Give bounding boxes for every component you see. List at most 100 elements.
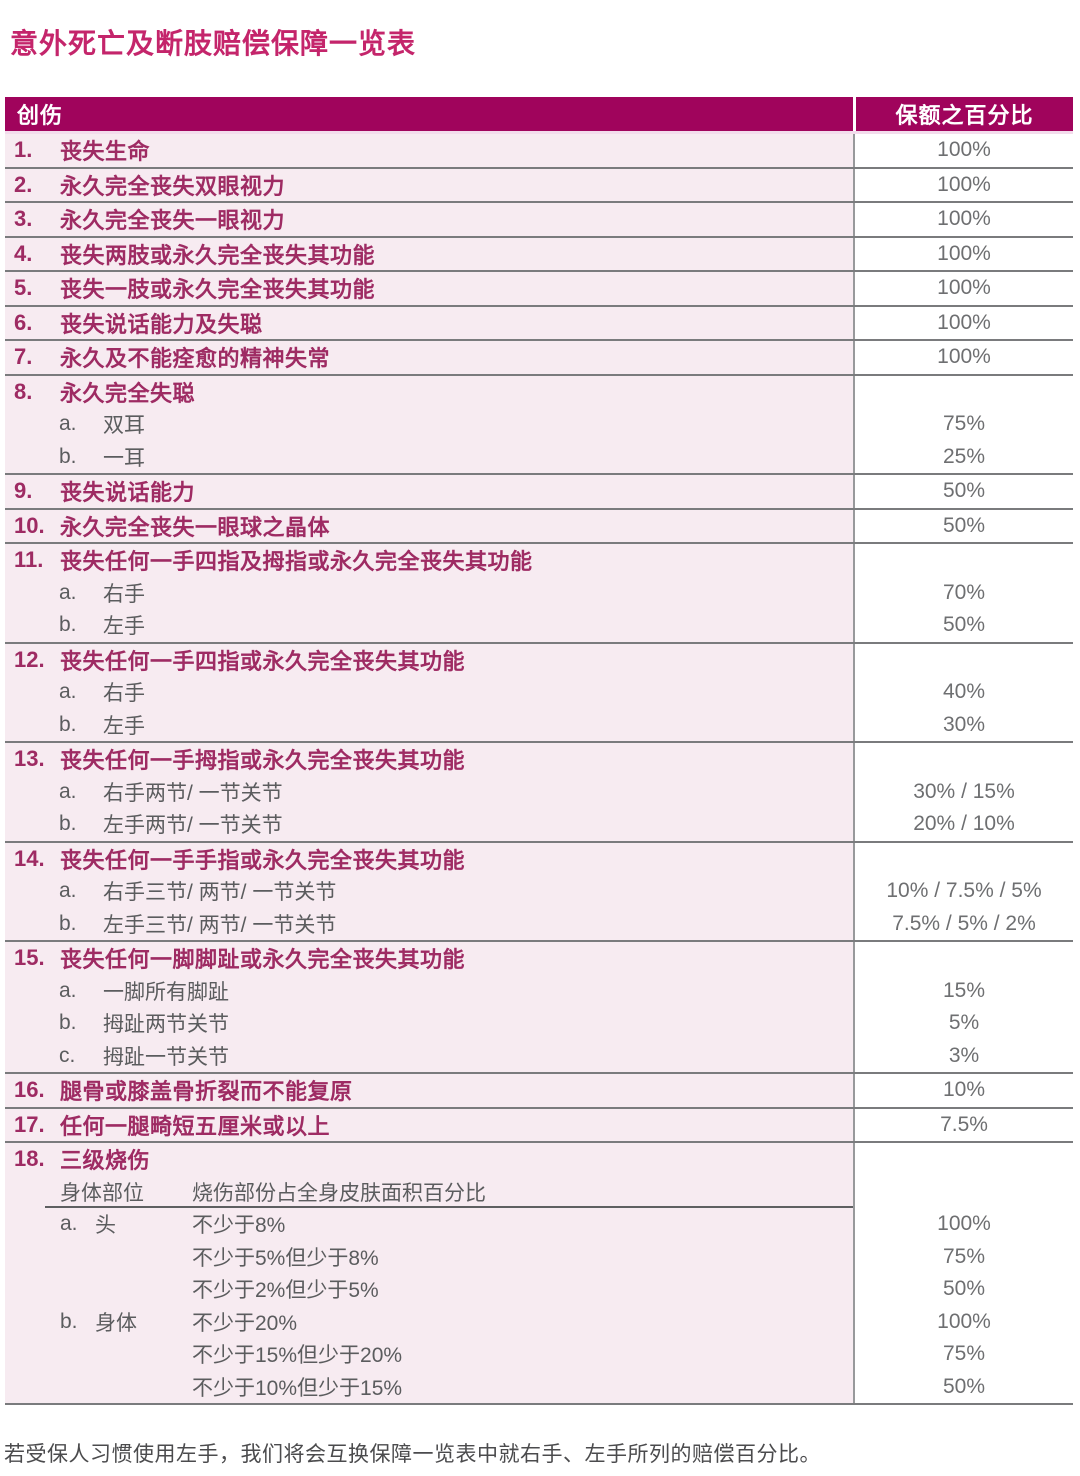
- row-number: 16.: [14, 1077, 45, 1103]
- sub-item-value: 20% / 10%: [853, 808, 1073, 841]
- sub-item-letter: a.: [59, 680, 77, 704]
- row-value: 100%: [853, 134, 1073, 167]
- row-title-line: 1. 丧失生命 100%: [5, 134, 1073, 167]
- burn-subheader-bodypart-label: 身体部位: [60, 1181, 144, 1205]
- sub-item-letter: b.: [59, 812, 77, 836]
- burn-item-line: 不少于2%但少于5% 50%: [5, 1273, 1073, 1306]
- table-row: 11. 丧失任何一手四指及拇指或永久完全丧失其功能 a. 右手 70% b. 左手 50%: [5, 544, 1073, 644]
- sub-item-value: 3%: [853, 1039, 1073, 1072]
- sub-item-cell: a. 右手: [5, 576, 853, 609]
- table-row: 4. 丧失两肢或永久完全丧失其功能 100%: [5, 237, 1073, 272]
- row-title-cell: 5. 丧失一肢或永久完全丧失其功能: [5, 272, 853, 305]
- row-title-line: 12. 丧失任何一手四指或永久完全丧失其功能: [5, 643, 1073, 676]
- row-value: [853, 743, 1073, 776]
- sub-item-letter: c.: [59, 1043, 76, 1067]
- row-value: [853, 942, 1073, 975]
- row-number: 12.: [14, 646, 45, 672]
- row-value: [853, 1143, 1073, 1176]
- sub-item-cell: b. 一耳: [5, 440, 853, 473]
- row-title-cell: 1. 丧失生命: [5, 134, 853, 167]
- table-row: 15. 丧失任何一脚脚趾或永久完全丧失其功能 a. 一脚所有脚趾 15% b. 拇趾两节关节…: [5, 942, 1073, 1074]
- burn-item-line: b. 身体 不少于20% 100%: [5, 1305, 1073, 1338]
- sub-item-line: b. 左手 30%: [5, 708, 1073, 741]
- sub-item-letter: b.: [59, 1011, 77, 1035]
- sub-item-line: a. 右手 40%: [5, 676, 1073, 709]
- table-row: 7. 永久及不能痊愈的精神失常 100%: [5, 341, 1073, 376]
- row-number: 11.: [14, 547, 44, 573]
- burn-item-value: 100%: [853, 1305, 1073, 1338]
- row-value: 100%: [853, 341, 1073, 374]
- table-row: 5. 丧失一肢或永久完全丧失其功能 100%: [5, 272, 1073, 307]
- row-value: 7.5%: [853, 1108, 1073, 1141]
- burn-item-bodypart: 身体: [95, 1311, 137, 1335]
- table-row: 3. 永久完全丧失一眼视力 100%: [5, 203, 1073, 238]
- row-value: 100%: [853, 203, 1073, 236]
- table-body: 1. 丧失生命 100% 2. 永久完全丧失双眼视力 100% 3. 永久完全丧失一眼视力 10…: [5, 134, 1073, 1405]
- row-value: 10%: [853, 1074, 1073, 1107]
- sub-item-value: 25%: [853, 440, 1073, 473]
- row-title-cell: 12. 丧失任何一手四指或永久完全丧失其功能: [5, 643, 853, 676]
- row-title-line: 11. 丧失任何一手四指及拇指或永久完全丧失其功能: [5, 544, 1073, 577]
- sub-item-value: 15%: [853, 974, 1073, 1007]
- burn-item-cell: 不少于5%但少于8%: [5, 1240, 853, 1273]
- row-title: 永久完全失聪: [60, 380, 196, 406]
- row-number: 7.: [14, 344, 33, 370]
- burn-item-bodypart: 头: [95, 1214, 116, 1238]
- burn-item-condition: 不少于5%但少于8%: [192, 1246, 379, 1270]
- row-number: 3.: [14, 206, 33, 232]
- row-title-cell: 10. 永久完全丧失一眼球之晶体: [5, 509, 853, 542]
- sub-item-cell: b. 左手: [5, 609, 853, 642]
- row-title-line: 6. 丧失说话能力及失聪 100%: [5, 306, 1073, 339]
- row-title-line: 2. 永久完全丧失双眼视力 100%: [5, 168, 1073, 201]
- row-title-cell: 11. 丧失任何一手四指及拇指或永久完全丧失其功能: [5, 544, 853, 577]
- row-title-cell: 7. 永久及不能痊愈的精神失常: [5, 341, 853, 374]
- benefit-table: 创伤 保额之百分比 1. 丧失生命 100% 2. 永久完全丧失双眼视力 100% 3. 永久…: [5, 97, 1073, 1405]
- burn-subheader-cell: 身体部位 烧伤部份占全身皮肤面积百分比: [5, 1175, 853, 1208]
- burn-item-value: 75%: [853, 1240, 1073, 1273]
- sub-item-label: 右手: [103, 582, 145, 606]
- sub-item-cell: b. 左手两节/ 一节关节: [5, 808, 853, 841]
- row-number: 8.: [14, 378, 33, 404]
- row-title-line: 15. 丧失任何一脚脚趾或永久完全丧失其功能: [5, 942, 1073, 975]
- burn-item-cell: b. 身体 不少于20%: [5, 1305, 853, 1338]
- row-value: 100%: [853, 272, 1073, 305]
- row-title-line: 13. 丧失任何一手拇指或永久完全丧失其功能: [5, 743, 1073, 776]
- burn-item-condition: 不少于2%但少于5%: [192, 1279, 379, 1303]
- sub-item-letter: b.: [59, 712, 77, 736]
- burn-item-condition: 不少于10%但少于15%: [192, 1376, 403, 1400]
- burn-item-cell: a. 头 不少于8%: [5, 1208, 853, 1241]
- row-number: 15.: [14, 945, 45, 971]
- row-title-cell: 16. 腿骨或膝盖骨折裂而不能复原: [5, 1074, 853, 1107]
- table-row: 6. 丧失说话能力及失聪 100%: [5, 306, 1073, 341]
- sub-item-label: 一耳: [103, 446, 145, 470]
- sub-item-value: 70%: [853, 576, 1073, 609]
- row-title-cell: 3. 永久完全丧失一眼视力: [5, 203, 853, 236]
- sub-item-line: b. 左手 50%: [5, 609, 1073, 642]
- sub-item-value: 10% / 7.5% / 5%: [853, 875, 1073, 908]
- table-row: 10. 永久完全丧失一眼球之晶体 50%: [5, 509, 1073, 544]
- sub-item-line: a. 一脚所有脚趾 15%: [5, 974, 1073, 1007]
- row-value: [853, 544, 1073, 577]
- row-title-line: 18. 三级烧伤: [5, 1143, 1073, 1176]
- table-header-row: 创伤 保额之百分比: [5, 97, 1073, 134]
- burn-item-line: 不少于5%但少于8% 75%: [5, 1240, 1073, 1273]
- row-title: 永久完全丧失一眼视力: [60, 208, 286, 234]
- burn-item-value: 50%: [853, 1273, 1073, 1306]
- page-title: 意外死亡及断肢赔偿保障一览表: [10, 28, 417, 59]
- row-value: [853, 643, 1073, 676]
- burn-item-value: 75%: [853, 1338, 1073, 1371]
- row-value: [853, 375, 1073, 408]
- sub-item-value: 40%: [853, 676, 1073, 709]
- sub-item-letter: a.: [59, 879, 77, 903]
- burn-item-condition: 不少于20%: [192, 1311, 298, 1335]
- row-title: 丧失任何一手拇指或永久完全丧失其功能: [60, 748, 466, 774]
- table-row: 2. 永久完全丧失双眼视力 100%: [5, 168, 1073, 203]
- row-title-cell: 8. 永久完全失聪: [5, 375, 853, 408]
- sub-item-label: 左手两节/ 一节关节: [103, 814, 283, 838]
- row-title: 永久完全丧失一眼球之晶体: [60, 514, 331, 540]
- sub-item-value: 30% / 15%: [853, 775, 1073, 808]
- sub-item-value: 30%: [853, 708, 1073, 741]
- row-value: [853, 1175, 1073, 1208]
- row-number: 2.: [14, 171, 33, 197]
- row-title-line: 9. 丧失说话能力 50%: [5, 475, 1073, 508]
